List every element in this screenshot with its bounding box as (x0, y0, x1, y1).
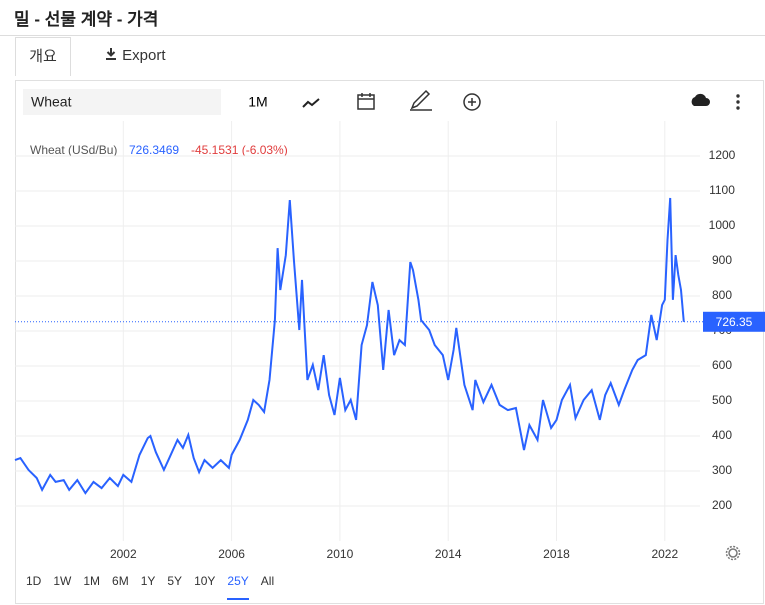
interval[interactable]: 1M (248, 94, 267, 110)
calendar-icon[interactable] (357, 93, 375, 110)
divider (0, 35, 765, 36)
y-tick-label: 1200 (709, 148, 736, 162)
x-tick-label: 2010 (327, 547, 354, 561)
y-tick-label: 1000 (709, 218, 736, 232)
y-tick-label: 200 (712, 498, 732, 512)
price-tag (703, 311, 765, 332)
tab[interactable]: Export (104, 37, 166, 75)
tab[interactable]: 개요 (15, 37, 71, 76)
y-tick-label: 900 (712, 253, 732, 267)
add-icon[interactable] (463, 93, 481, 111)
y-tick-label: 1100 (709, 183, 735, 197)
legend-name: Wheat (USd/Bu) (30, 143, 117, 157)
x-tick-label: 2022 (651, 547, 678, 561)
symbol: Wheat (31, 94, 72, 110)
y-tick-label: 300 (712, 463, 732, 477)
settings-icon[interactable] (725, 545, 741, 561)
download-cloud-icon[interactable] (691, 93, 710, 106)
range-button[interactable]: 1D (26, 574, 42, 588)
range-button[interactable]: 1Y (140, 574, 156, 588)
range-button[interactable]: 5Y (167, 574, 183, 588)
range-button[interactable]: 1M (83, 574, 101, 588)
y-tick-label: 400 (712, 428, 732, 442)
x-tick-label: 2018 (543, 547, 570, 561)
legend-change: -45.1531 (-6.03%) (191, 143, 288, 157)
legend-value: 726.3469 (129, 143, 179, 157)
y-tick-label: 600 (712, 358, 732, 372)
page-title: 밀 - 선물 계약 - 가격 (14, 10, 159, 29)
y-tick-label: 800 (712, 288, 732, 302)
range-bar: 1D 1W 1M 6M 1Y 5Y 10Y 25Y All (26, 570, 286, 600)
x-tick-label: 2014 (435, 547, 462, 561)
x-tick-label: 2006 (218, 547, 245, 561)
chart-widget (15, 80, 764, 604)
price-tag-label: 726.35 (716, 315, 753, 329)
range-button[interactable]: 1W (53, 574, 72, 588)
range-button[interactable]: 6M (112, 574, 129, 588)
tab-label: Export (122, 47, 166, 64)
y-tick-label: 500 (712, 393, 732, 407)
chart: Wheat 1M Wheat (USd/Bu) 726.3469 -45.153… (14, 89, 765, 561)
symbol-input[interactable] (23, 89, 221, 115)
price-line (14, 197, 685, 495)
menu-icon[interactable] (736, 94, 740, 110)
draw-icon[interactable] (410, 89, 432, 111)
range-button[interactable]: 10Y (194, 574, 216, 588)
download-icon (106, 48, 116, 60)
range-button[interactable]: All (260, 574, 275, 588)
range-button[interactable]: 25Y (227, 570, 249, 600)
x-tick-label: 2002 (110, 547, 137, 561)
line-type-icon[interactable] (302, 98, 320, 108)
